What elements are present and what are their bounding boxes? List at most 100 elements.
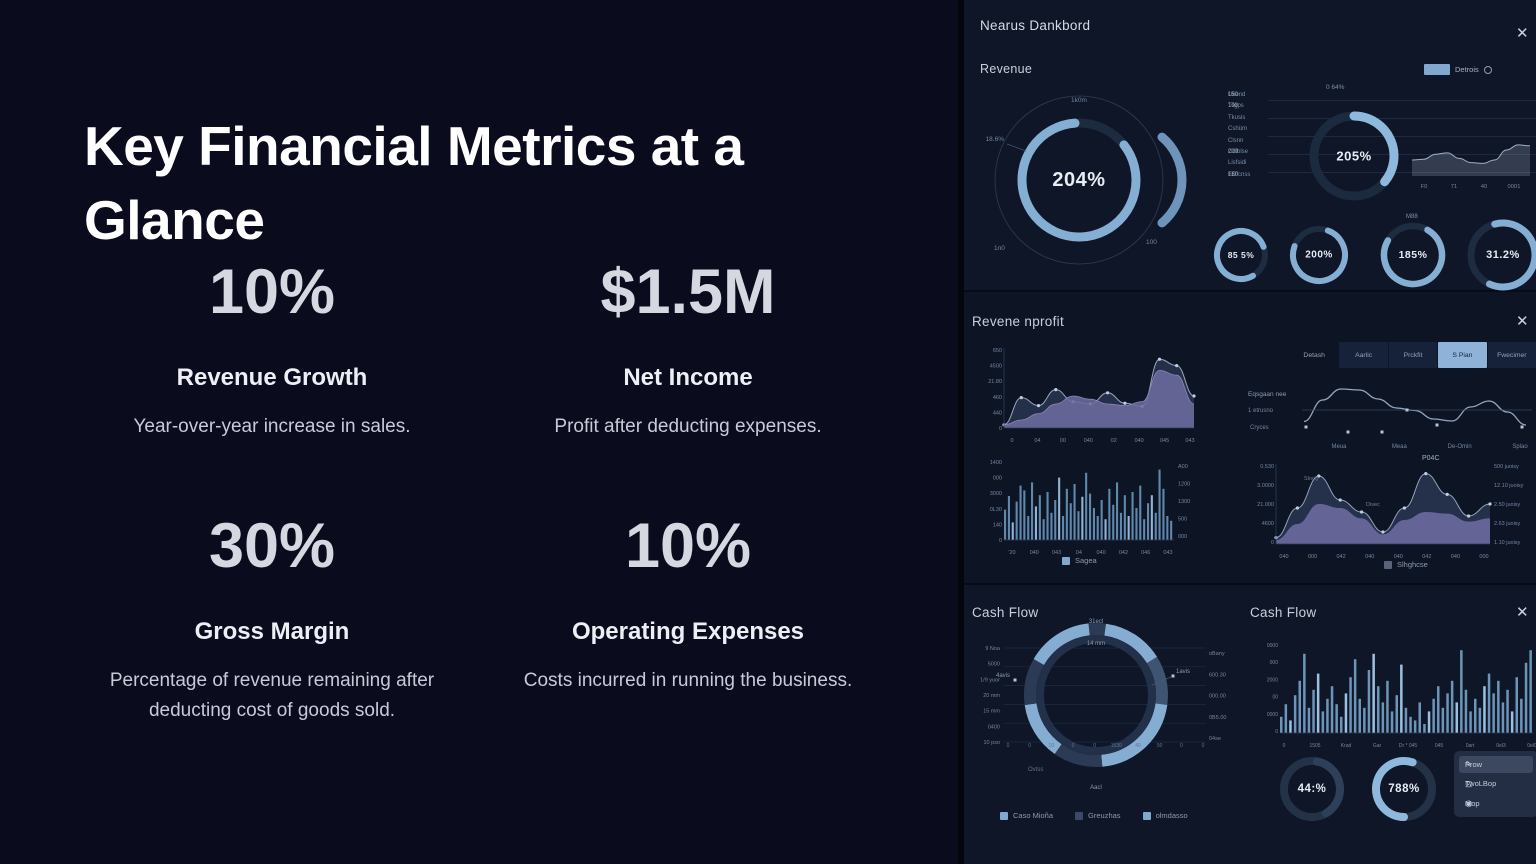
svg-text:0: 0 xyxy=(1283,743,1286,749)
svg-text:9 Noa: 9 Noa xyxy=(985,646,1001,652)
svg-text:04: 04 xyxy=(1034,438,1040,444)
metric-label: Gross Margin xyxy=(194,618,350,646)
svg-text:0: 0 xyxy=(1010,438,1013,444)
svg-text:1/9 yuor: 1/9 yuor xyxy=(980,677,1000,683)
svg-text:000: 000 xyxy=(1308,554,1317,560)
svg-text:1n0: 1n0 xyxy=(994,245,1005,252)
svg-text:1530: 1530 xyxy=(1111,743,1122,749)
metric-list: Ukond 150 Tilgps 100 Tkusis Cshüm Clsnn Cölblse… xyxy=(1228,92,1294,183)
svg-text:205%: 205% xyxy=(1336,149,1371,164)
svg-text:0: 0 xyxy=(999,538,1002,544)
panel-title-left: Cash Flow xyxy=(972,605,1039,620)
svg-text:0001: 0001 xyxy=(1508,184,1521,190)
button-twolbop[interactable]: ⊡ TwoLBop xyxy=(1465,778,1497,789)
pen-icon: ✎ xyxy=(1465,759,1473,769)
svg-text:De-Omin: De-Omin xyxy=(1448,444,1472,450)
legend-swatch xyxy=(1424,64,1450,75)
svg-text:4avis: 4avis xyxy=(996,673,1010,679)
metric-value: 30% xyxy=(208,511,336,582)
svg-text:Aacl: Aacl xyxy=(1090,785,1102,791)
metric-label: Revenue Growth xyxy=(176,364,368,391)
svg-text:040: 040 xyxy=(1365,554,1374,560)
legend-item: olmdasso xyxy=(1142,811,1188,820)
svg-text:0: 0 xyxy=(1028,743,1031,749)
list-item: Clsnn xyxy=(1228,137,1244,144)
close-icon[interactable]: ✕ xyxy=(1516,25,1529,42)
clock-icon: ◉ xyxy=(1465,798,1473,808)
svg-text:F0: F0 xyxy=(1421,184,1428,190)
gauge-top-label: 0 64% xyxy=(1326,84,1345,91)
tab-4[interactable]: S Pian xyxy=(1438,342,1487,368)
list-item: Cölblse 200 xyxy=(1228,148,1249,155)
svg-text:2.63 juoisy: 2.63 juoisy xyxy=(1494,521,1521,527)
legend-item: Sagea xyxy=(1062,556,1097,565)
svg-text:460: 460 xyxy=(993,395,1002,401)
svg-text:P04C: P04C xyxy=(1422,455,1440,462)
svg-text:043: 043 xyxy=(1052,550,1061,556)
metric-value: 10% xyxy=(624,511,752,582)
svg-text:440: 440 xyxy=(993,410,1002,416)
svg-text:000: 000 xyxy=(1178,534,1187,540)
svg-text:046: 046 xyxy=(1141,550,1150,556)
chart-legend-chip[interactable]: Detrois xyxy=(1424,64,1492,75)
tab-3[interactable]: Prckfit xyxy=(1388,342,1438,368)
svg-text:1 etrusno: 1 etrusno xyxy=(1248,408,1274,414)
svg-text:0: 0 xyxy=(1275,729,1278,735)
svg-text:040: 040 xyxy=(1394,554,1403,560)
svg-text:14 mm: 14 mm xyxy=(1087,641,1105,647)
close-icon[interactable]: ✕ xyxy=(1516,313,1529,330)
svg-text:31.2%: 31.2% xyxy=(1486,249,1520,261)
tab-5[interactable]: Fwecimer xyxy=(1487,342,1536,368)
svg-text:Krad: Krad xyxy=(1341,743,1352,749)
svg-text:21.80: 21.80 xyxy=(988,379,1002,385)
svg-text:185%: 185% xyxy=(1399,249,1428,261)
metric-description: Costs incurred in running the business. xyxy=(523,670,853,692)
button-prow[interactable]: ✎ Prow xyxy=(1459,756,1533,773)
svg-text:040: 040 xyxy=(1135,438,1144,444)
svg-text:15 mm: 15 mm xyxy=(983,709,1000,715)
svg-text:040: 040 xyxy=(1097,550,1106,556)
metric-label: Net Income xyxy=(623,364,753,391)
metric-value: $1.5M xyxy=(600,257,776,327)
svg-text:0: 0 xyxy=(1180,743,1183,749)
svg-text:Eqsgaan nee: Eqsgaan nee xyxy=(1248,391,1287,398)
svg-text:4500: 4500 xyxy=(990,364,1002,370)
svg-text:140: 140 xyxy=(993,522,1002,528)
svg-text:44:%: 44:% xyxy=(1298,783,1327,795)
svg-text:3.0000: 3.0000 xyxy=(1257,483,1274,489)
ring-legend: Caso Mioña Greuzhas olmdasso xyxy=(1000,811,1188,820)
svg-text:02: 02 xyxy=(1111,438,1117,444)
svg-text:650: 650 xyxy=(993,348,1002,354)
svg-text:00: 00 xyxy=(1272,695,1278,701)
list-item: Cshüm xyxy=(1228,126,1248,133)
svg-text:0: 0 xyxy=(1007,743,1010,749)
svg-text:5000: 5000 xyxy=(988,662,1000,668)
svg-text:Meua: Meua xyxy=(1331,444,1347,450)
svg-text:Splao: Splao xyxy=(1512,444,1528,450)
svg-text:040: 040 xyxy=(1451,554,1460,560)
svg-text:000.00: 000.00 xyxy=(1209,694,1226,700)
legend-label: Detrois xyxy=(1455,65,1479,74)
svg-text:040: 040 xyxy=(1279,554,1288,560)
svg-text:85 5%: 85 5% xyxy=(1228,250,1255,260)
svg-text:0: 0 xyxy=(999,426,1002,432)
list-item: Tkusis xyxy=(1228,114,1246,121)
svg-text:040: 040 xyxy=(1030,550,1039,556)
svg-text:600.30: 600.30 xyxy=(1209,672,1226,678)
svg-text:500 juoisy: 500 juoisy xyxy=(1494,464,1519,470)
close-icon[interactable]: ✕ xyxy=(1516,604,1529,621)
list-item: Tilgps 100 xyxy=(1228,103,1244,110)
svg-text:12.10 juoisy: 12.10 juoisy xyxy=(1494,483,1524,489)
svg-text:043: 043 xyxy=(1185,438,1194,444)
svg-text:40: 40 xyxy=(1481,184,1487,190)
svg-text:1505: 1505 xyxy=(1309,743,1320,749)
metric-card-operating-expenses: 10% Operating Expenses Costs incurred in… xyxy=(500,510,876,726)
button-mop[interactable]: ◉ Mop xyxy=(1465,798,1480,808)
legend-item: Caso Mioña xyxy=(1000,811,1053,820)
tab-2[interactable]: Aarlic xyxy=(1339,342,1388,368)
tab-1[interactable]: Detash xyxy=(1303,351,1325,359)
svg-text:31ecl: 31ecl xyxy=(1089,619,1103,625)
svg-text:0000: 0000 xyxy=(1267,643,1278,649)
svg-text:0: 0 xyxy=(1202,743,1205,749)
